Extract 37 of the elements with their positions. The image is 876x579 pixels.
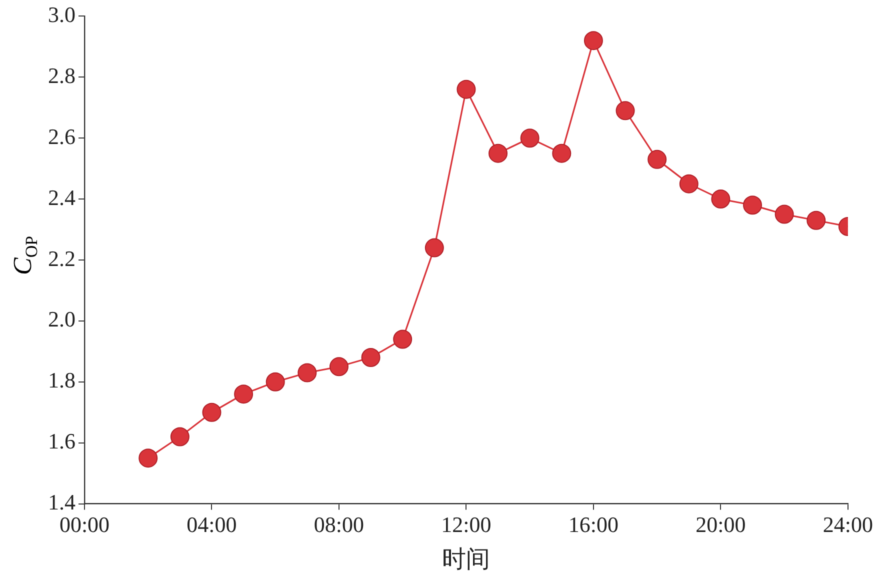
- y-tick-label: 3.0: [48, 2, 76, 27]
- point: [234, 384, 254, 404]
- y-tick-label: 2.6: [48, 124, 76, 149]
- point: [648, 150, 667, 169]
- y-tick-label: 2.4: [48, 184, 76, 210]
- point: [679, 174, 698, 194]
- point: [520, 128, 540, 148]
- point: [393, 330, 412, 349]
- point: [488, 144, 508, 163]
- point: [774, 204, 794, 224]
- x-tick-label: 16:00: [568, 512, 619, 537]
- y-tick-label: 2.0: [48, 306, 76, 332]
- point: [552, 144, 572, 163]
- x-tick-label: 20:00: [696, 512, 746, 537]
- x-tick-label: 08:00: [314, 512, 364, 537]
- point: [456, 80, 476, 99]
- point: [266, 372, 285, 392]
- x-axis-title: 时间: [442, 546, 490, 573]
- point: [329, 357, 348, 376]
- y-tick-label: 1.8: [48, 368, 76, 393]
- point: [616, 101, 635, 120]
- x-tick-label: 04:00: [186, 512, 237, 537]
- y-tick-label: 2.2: [48, 246, 76, 271]
- point: [743, 196, 762, 215]
- y-tick-label: 2.8: [48, 62, 76, 88]
- y-tick-label: 1.6: [48, 428, 76, 454]
- point: [711, 190, 730, 209]
- x-tick-label: 24:00: [822, 512, 874, 537]
- point: [424, 238, 444, 258]
- point: [138, 448, 158, 468]
- point: [298, 363, 317, 382]
- point: [202, 402, 222, 422]
- point: [806, 210, 826, 230]
- point: [170, 427, 190, 446]
- point: [584, 31, 603, 50]
- point: [361, 348, 380, 368]
- x-tick-label: 12:00: [441, 512, 492, 537]
